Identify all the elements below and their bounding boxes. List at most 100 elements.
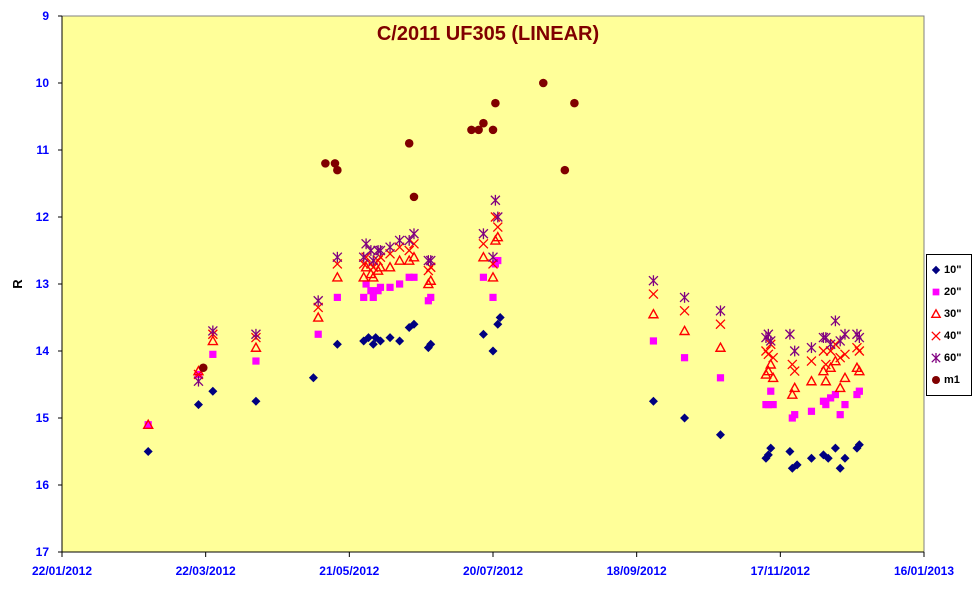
data-point (493, 319, 503, 329)
series-3 (142, 231, 866, 429)
data-point (787, 359, 798, 370)
y-tick-label: 9 (42, 9, 49, 23)
data-point (831, 390, 840, 399)
legend-marker (932, 376, 940, 384)
data-point (791, 411, 799, 419)
data-point (792, 460, 802, 470)
data-point (679, 305, 690, 316)
data-point (479, 118, 488, 128)
data-point (478, 329, 488, 339)
legend-item: m1 (930, 369, 968, 391)
data-point (362, 280, 370, 288)
data-point (716, 374, 725, 382)
data-point (330, 159, 340, 168)
legend-marker-icon (932, 288, 940, 296)
legend-marker-icon (930, 308, 942, 319)
data-point (478, 238, 489, 249)
data-point (785, 447, 795, 456)
data-point (648, 275, 659, 287)
data-point (369, 293, 377, 301)
y-tick-label: 17 (36, 545, 50, 559)
data-point (385, 241, 395, 253)
data-point (193, 375, 204, 387)
data-point (474, 125, 483, 135)
data-point (332, 339, 342, 349)
data-point (768, 352, 779, 363)
data-point (426, 339, 436, 349)
data-point (714, 341, 727, 352)
data-point (766, 443, 776, 453)
data-point (368, 255, 379, 266)
data-point (358, 271, 370, 282)
data-point (386, 283, 394, 291)
legend-item: 10" (930, 259, 968, 281)
legend-marker-icon (931, 265, 941, 275)
data-point (376, 283, 385, 291)
data-point (360, 293, 368, 301)
data-point (786, 388, 798, 399)
data-point (789, 366, 800, 377)
data-point (252, 357, 260, 365)
data-point (332, 251, 343, 263)
legend-marker (932, 288, 940, 296)
x-tick-label: 22/03/2012 (176, 564, 236, 578)
data-point (830, 315, 841, 327)
data-point (488, 346, 498, 356)
data-point (680, 354, 689, 362)
data-point (375, 245, 386, 256)
data-point (841, 401, 849, 409)
data-point (404, 245, 415, 256)
data-point (680, 413, 690, 423)
data-point (394, 235, 405, 246)
data-point (854, 346, 865, 356)
data-point (494, 256, 502, 265)
data-point (570, 98, 579, 108)
data-point (385, 333, 395, 343)
data-point (830, 339, 841, 350)
legend-label: 30" (944, 308, 962, 320)
legend-marker (930, 308, 942, 319)
data-point (491, 98, 500, 108)
data-point (840, 328, 850, 340)
legend-marker (931, 331, 941, 341)
data-point (767, 371, 779, 383)
data-point (647, 308, 660, 319)
data-point (488, 125, 498, 135)
data-point (333, 293, 341, 301)
data-point (715, 430, 725, 440)
x-tick-label: 16/01/2013 (894, 564, 954, 578)
data-point (365, 245, 376, 256)
data-point (840, 453, 850, 463)
series-6 (198, 78, 579, 373)
data-point (784, 328, 795, 340)
data-point (198, 363, 208, 373)
data-point (409, 238, 419, 249)
data-point (321, 159, 330, 168)
data-point (492, 222, 503, 233)
data-point (143, 447, 153, 456)
data-point (488, 251, 498, 263)
y-tick-label: 16 (36, 478, 50, 492)
data-point (807, 407, 816, 415)
data-point (492, 211, 503, 223)
data-point (404, 139, 414, 148)
legend-marker-icon (931, 352, 941, 364)
data-point (854, 332, 865, 343)
data-point (144, 421, 152, 429)
data-point (765, 358, 777, 369)
data-point (427, 293, 435, 301)
y-tick-label: 12 (36, 210, 50, 224)
data-point (806, 342, 817, 354)
data-point (477, 251, 490, 262)
data-point (767, 387, 775, 395)
data-point (853, 365, 866, 376)
x-tick-label: 20/07/2012 (463, 564, 523, 578)
data-point (820, 332, 831, 343)
data-point (805, 375, 818, 386)
data-point (835, 463, 845, 473)
data-point (142, 418, 154, 429)
data-point (560, 165, 570, 175)
legend-item: 40" (930, 325, 968, 347)
data-point (827, 394, 835, 402)
data-point (375, 336, 385, 346)
